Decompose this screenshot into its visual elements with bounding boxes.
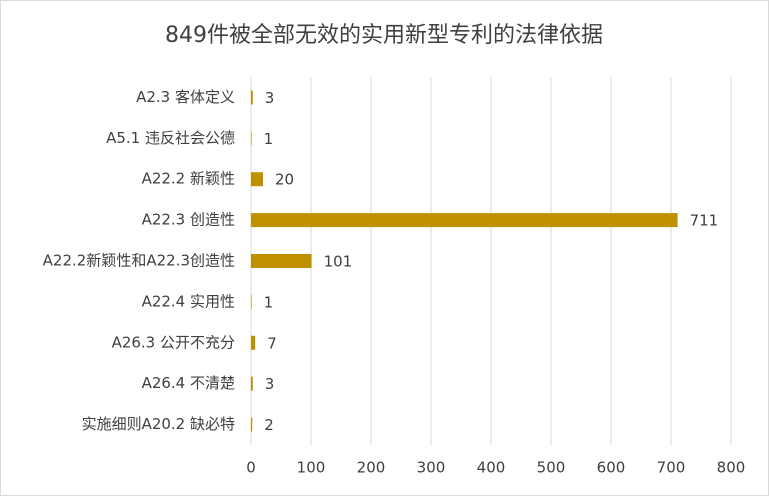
y-tick-label: A26.3 公开不充分	[112, 333, 235, 351]
y-tick-label: A22.2 新颖性	[142, 170, 235, 188]
y-tick-label: 实施细则A20.2 缺必特	[82, 415, 235, 433]
chart-title: 849件被全部无效的实用新型专利的法律依据	[165, 23, 603, 48]
bar	[251, 294, 252, 309]
y-tick-label: A2.3 客体定义	[136, 88, 235, 106]
value-label: 711	[690, 212, 719, 230]
value-label: 7	[267, 334, 277, 352]
value-label: 20	[275, 171, 294, 189]
x-tick-label: 300	[417, 459, 446, 477]
bar	[251, 417, 253, 432]
x-tick-label: 100	[297, 459, 326, 477]
x-tick-label: 800	[717, 459, 746, 477]
value-label: 1	[264, 293, 274, 311]
value-label: 1	[264, 130, 274, 148]
x-tick-label: 600	[597, 459, 626, 477]
x-tick-label: 500	[537, 459, 566, 477]
bar	[251, 335, 256, 350]
x-tick-label: 700	[657, 459, 686, 477]
bar	[251, 254, 312, 268]
y-tick-label: A22.4 实用性	[142, 292, 235, 310]
value-label: 2	[264, 416, 274, 434]
bar	[251, 131, 252, 146]
bar	[251, 213, 678, 228]
bar	[251, 376, 253, 391]
y-tick-label: A22.3 创造性	[142, 211, 235, 229]
y-tick-label: A5.1 违反社会公德	[106, 129, 235, 147]
y-tick-label: A22.2新颖性和A22.3创造性	[43, 252, 235, 270]
x-tick-label: 0	[246, 459, 256, 477]
bar	[251, 90, 253, 105]
bar	[251, 172, 263, 187]
value-label: 3	[265, 375, 275, 393]
x-tick-label: 200	[357, 459, 386, 477]
value-label: 101	[324, 253, 353, 271]
x-tick-label: 400	[477, 459, 506, 477]
y-tick-label: A26.4 不清楚	[142, 374, 235, 392]
value-label: 3	[265, 89, 275, 107]
